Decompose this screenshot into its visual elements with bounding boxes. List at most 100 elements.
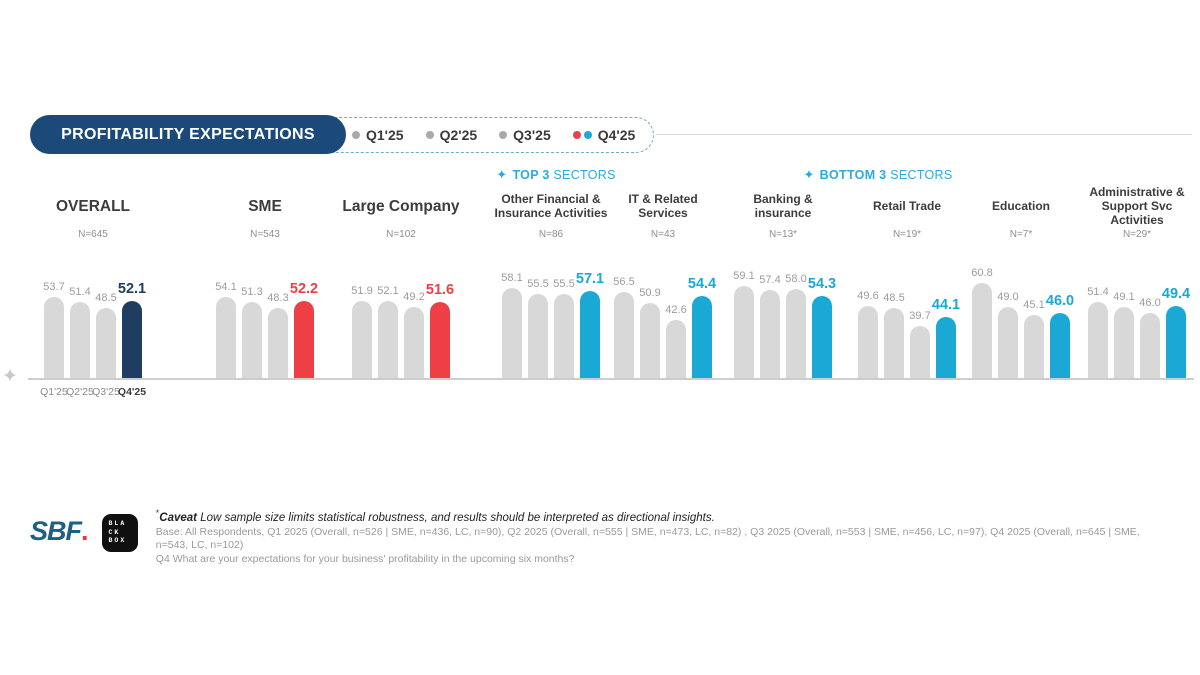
legend-item-q325: Q3'25 xyxy=(499,127,551,143)
group-sample-size-sme: N=543 xyxy=(250,229,280,240)
group-name-line: Education xyxy=(991,199,1050,214)
bar-education-q225 xyxy=(998,307,1018,378)
bar-it-related-services-q225 xyxy=(640,303,660,378)
bar-value-label: 51.9 xyxy=(351,285,373,297)
bar-banking-insurance-q325 xyxy=(786,289,806,378)
legend-dot-icon xyxy=(499,131,508,139)
legend-dot-icon xyxy=(583,131,592,139)
bar-value-label: 52.1 xyxy=(377,285,399,297)
group-name-line: SME xyxy=(248,198,282,216)
bar-overall-q225 xyxy=(70,302,90,378)
base-note: Base: All Respondents, Q1 2025 (Overall,… xyxy=(155,525,1140,552)
legend-item-label: Q2'25 xyxy=(439,127,478,143)
group-name-line: IT & Related xyxy=(628,192,698,207)
group-header-retail-trade: Retail Trade xyxy=(827,187,987,227)
legend-dot-icon xyxy=(499,131,508,139)
group-header-education: Education xyxy=(941,187,1101,227)
bar-admin-support-svc-q325 xyxy=(1140,313,1160,378)
group-name-line: Large Company xyxy=(342,198,460,216)
bar-sme-q225 xyxy=(242,302,262,378)
group-name-line: OVERALL xyxy=(55,198,131,216)
bar-retail-trade-q325 xyxy=(910,326,930,378)
bar-admin-support-svc-q425 xyxy=(1166,306,1186,378)
bar-value-label: 51.4 xyxy=(69,286,91,298)
bar-it-related-services-q425 xyxy=(692,296,712,378)
bar-banking-insurance-q225 xyxy=(760,290,780,378)
bar-value-label: 46.0 xyxy=(1139,297,1161,309)
legend-item-q125: Q1'25 xyxy=(352,127,404,143)
bar-value-label: 54.3 xyxy=(807,276,837,292)
group-header-admin-support-svc: Administrative & Support Svc Activities xyxy=(1057,185,1200,227)
group-name-line: Banking & xyxy=(753,192,813,207)
legend-item-label: Q3'25 xyxy=(513,127,551,143)
group-name-line: Support Svc xyxy=(1101,199,1173,214)
group-header-banking-insurance: Banking & insurance xyxy=(703,187,863,227)
bar-value-label: 49.2 xyxy=(403,291,425,303)
legend-dot-icon xyxy=(425,131,434,139)
bar-value-label: 60.8 xyxy=(971,267,993,279)
bar-admin-support-svc-q225 xyxy=(1114,307,1134,378)
bar-value-label: 56.5 xyxy=(613,276,635,288)
bar-large-company-q225 xyxy=(378,301,398,378)
bar-education-q125 xyxy=(972,283,992,378)
bar-it-related-services-q125 xyxy=(614,292,634,378)
axis-sparkle-icon: ✦ xyxy=(2,366,18,387)
group-header-sme: SME xyxy=(185,187,345,227)
x-axis-label-q125: Q1'25 xyxy=(40,386,68,398)
group-name-line: Retail Trade xyxy=(872,199,942,214)
legend-item-q425: Q4'25 xyxy=(572,127,636,143)
legend-dot-icon xyxy=(352,131,360,139)
footnotes: *Caveat Low sample size limits statistic… xyxy=(156,508,1170,567)
bar-value-label: 45.1 xyxy=(1023,299,1045,311)
group-sample-size-retail-trade: N=19* xyxy=(892,229,922,240)
blackbox-logo: BLA CK BOX xyxy=(101,514,138,552)
bar-value-label: 49.4 xyxy=(1161,286,1191,302)
bar-other-financial-insurance-q125 xyxy=(502,288,522,378)
group-header-other-financial-insurance: Other Financial & Insurance Activities xyxy=(471,187,631,227)
bar-other-financial-insurance-q425 xyxy=(580,291,600,378)
bar-value-label: 48.5 xyxy=(883,292,905,304)
group-name-line: Other Financial & xyxy=(501,192,601,207)
x-axis-label-q425: Q4'25 xyxy=(117,386,147,398)
question-note: Q4 What are your expectations for your b… xyxy=(155,553,575,566)
group-sample-size-banking-insurance: N=13* xyxy=(768,229,798,240)
sparkle-icon: ✦ xyxy=(803,167,815,182)
bar-education-q325 xyxy=(1024,315,1044,378)
bar-value-label: 52.1 xyxy=(117,281,147,297)
legend-dot-icon xyxy=(352,131,360,139)
legend-dot-icon xyxy=(572,131,592,139)
bar-value-label: 58.1 xyxy=(501,272,523,284)
bar-it-related-services-q325 xyxy=(666,320,686,378)
group-sample-size-education: N=7* xyxy=(1009,229,1033,240)
bar-retail-trade-q425 xyxy=(936,317,956,378)
top-3-sectors-label: ✦ TOP 3 SECTORS xyxy=(496,167,616,182)
legend-item-label: Q4'25 xyxy=(597,127,636,143)
bar-overall-q125 xyxy=(44,297,64,378)
bar-value-label: 51.3 xyxy=(241,286,263,298)
x-axis-label-q225: Q2'25 xyxy=(66,386,94,398)
group-sample-size-overall: N=645 xyxy=(78,229,108,240)
x-axis-label-q325: Q3'25 xyxy=(92,386,120,398)
legend-item-q225: Q2'25 xyxy=(425,127,478,143)
group-name-line: insurance xyxy=(754,206,812,220)
group-sample-size-it-related-services: N=43 xyxy=(650,229,676,240)
bar-retail-trade-q125 xyxy=(858,306,878,378)
group-header-large-company: Large Company xyxy=(321,187,481,227)
bar-value-label: 39.7 xyxy=(909,310,931,322)
sbf-logo: SBF. xyxy=(30,516,88,546)
bar-value-label: 49.0 xyxy=(997,291,1019,303)
bar-value-label: 49.6 xyxy=(857,290,879,302)
bar-large-company-q125 xyxy=(352,301,372,378)
group-name-line: Administrative & xyxy=(1089,185,1185,200)
group-name-line: Services xyxy=(638,206,688,220)
bar-value-label: 51.4 xyxy=(1087,286,1109,298)
bar-value-label: 55.5 xyxy=(527,278,549,290)
bar-value-label: 57.4 xyxy=(759,274,781,286)
bar-value-label: 55.5 xyxy=(553,278,575,290)
bar-sme-q325 xyxy=(268,308,288,378)
bar-other-financial-insurance-q225 xyxy=(528,294,548,378)
bar-large-company-q425 xyxy=(430,302,450,378)
bar-value-label: 50.9 xyxy=(639,287,661,299)
bar-chart: ✦ TOP 3 SECTORS ✦ BOTTOM 3 SECTORS ✦ OVERA… xyxy=(0,165,1200,410)
